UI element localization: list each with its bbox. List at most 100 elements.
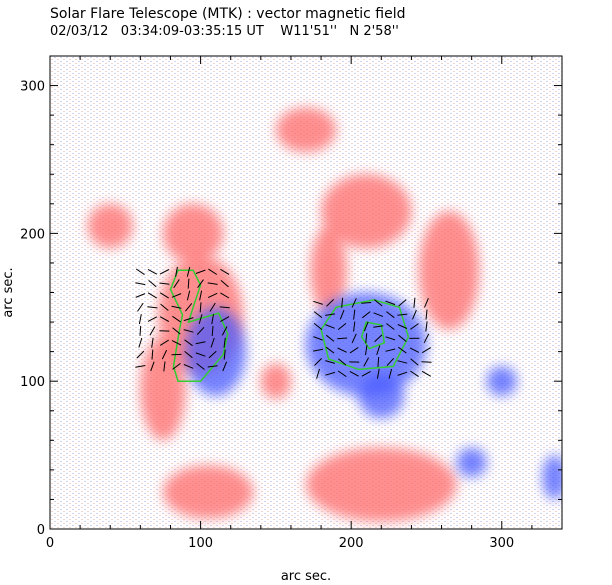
vector-107 <box>376 368 380 379</box>
vector-98 <box>353 309 356 320</box>
vector-2 <box>138 337 143 348</box>
vector-8 <box>135 268 145 276</box>
vector-23 <box>160 303 169 311</box>
vector-50 <box>199 302 202 313</box>
chart-title: Solar Flare Telescope (MTK) : vector mag… <box>50 6 406 22</box>
vector-14 <box>147 306 158 309</box>
y-tick-label-0: 0 <box>37 523 45 538</box>
vector-85 <box>326 299 335 307</box>
vector-92 <box>341 297 344 308</box>
contour-0 <box>169 269 229 382</box>
vector-84 <box>325 313 336 316</box>
y-axis-label: arc sec. <box>1 267 16 317</box>
contour-1 <box>320 299 410 371</box>
vector-26 <box>159 269 170 275</box>
vector-119 <box>386 311 395 319</box>
positive-region-2 <box>140 336 186 441</box>
field-vectors <box>135 266 432 379</box>
vector-5 <box>137 302 144 312</box>
chart-subtitle: 02/03/12 03:34:09-03:35:15 UT W11'51'' N… <box>50 24 399 39</box>
vector-56 <box>210 337 215 348</box>
vector-136 <box>421 361 432 363</box>
vector-10 <box>151 349 154 360</box>
vector-61 <box>207 282 218 285</box>
vector-73 <box>314 358 322 366</box>
vector-39 <box>183 329 194 333</box>
vector-63 <box>222 361 228 372</box>
negative-region-14 <box>456 447 487 478</box>
vector-46 <box>195 352 206 357</box>
vector-95 <box>349 346 359 354</box>
subtitle-date: 02/03/12 <box>50 24 109 39</box>
vector-52 <box>197 279 204 288</box>
vector-48 <box>196 326 205 335</box>
vector-72 <box>316 368 320 379</box>
vector-137 <box>421 347 432 354</box>
vector-125 <box>397 324 408 329</box>
vector-120 <box>385 300 396 306</box>
vector-86 <box>337 370 347 378</box>
vector-93 <box>349 370 359 377</box>
negative-region-16 <box>542 455 562 500</box>
positive-region-10 <box>275 107 337 153</box>
vector-31 <box>172 315 181 323</box>
vector-41 <box>185 303 193 312</box>
positive-region-4 <box>418 211 480 330</box>
vector-106 <box>361 302 372 304</box>
contour-2 <box>360 321 386 350</box>
vector-110 <box>374 334 383 343</box>
vector-100 <box>361 370 371 377</box>
vector-103 <box>365 333 368 344</box>
vector-133 <box>412 309 417 320</box>
vector-42 <box>186 290 191 301</box>
vector-71 <box>220 268 230 275</box>
vector-99 <box>351 298 357 308</box>
negative-region-15 <box>486 366 517 396</box>
x-tick-label-0: 0 <box>46 536 54 551</box>
positive-region-7 <box>162 465 254 519</box>
vector-77 <box>313 311 323 319</box>
vector-36 <box>183 364 194 369</box>
vector-81 <box>325 346 335 354</box>
vector-51 <box>199 290 203 301</box>
vector-127 <box>398 299 407 307</box>
vector-27 <box>172 362 181 370</box>
vector-62 <box>208 268 218 275</box>
vector-33 <box>171 293 182 298</box>
vector-66 <box>221 326 228 336</box>
x-axis-label: arc sec. <box>281 569 331 584</box>
vector-38 <box>184 339 193 347</box>
vector-25 <box>159 282 170 285</box>
positive-region-5 <box>310 225 347 315</box>
vector-55 <box>208 350 217 359</box>
subtitle-time: 03:34:09-03:35:15 UT <box>120 24 264 39</box>
vector-54 <box>207 365 218 368</box>
vector-114 <box>388 368 393 379</box>
vector-65 <box>223 337 226 348</box>
vector-134 <box>413 297 416 308</box>
vector-116 <box>385 348 396 352</box>
vector-123 <box>398 346 407 354</box>
vector-15 <box>147 292 157 299</box>
vector-79 <box>325 371 336 376</box>
vector-40 <box>183 317 194 322</box>
vector-35 <box>175 266 178 277</box>
vector-47 <box>195 341 206 345</box>
vector-53 <box>195 269 206 274</box>
vector-121 <box>397 371 408 376</box>
vector-12 <box>149 326 156 336</box>
vector-30 <box>172 327 181 335</box>
y-tick-label-2: 200 <box>20 227 45 242</box>
vector-109 <box>376 345 381 356</box>
vector-88 <box>337 347 347 353</box>
vector-129 <box>410 358 419 366</box>
vector-20 <box>159 339 169 346</box>
vector-126 <box>397 313 408 316</box>
vector-135 <box>421 370 432 377</box>
vector-37 <box>184 351 193 359</box>
vector-1 <box>136 350 145 359</box>
contour-lines <box>169 269 410 382</box>
vector-132 <box>410 323 419 330</box>
vector-138 <box>423 333 430 344</box>
vector-111 <box>373 325 384 328</box>
